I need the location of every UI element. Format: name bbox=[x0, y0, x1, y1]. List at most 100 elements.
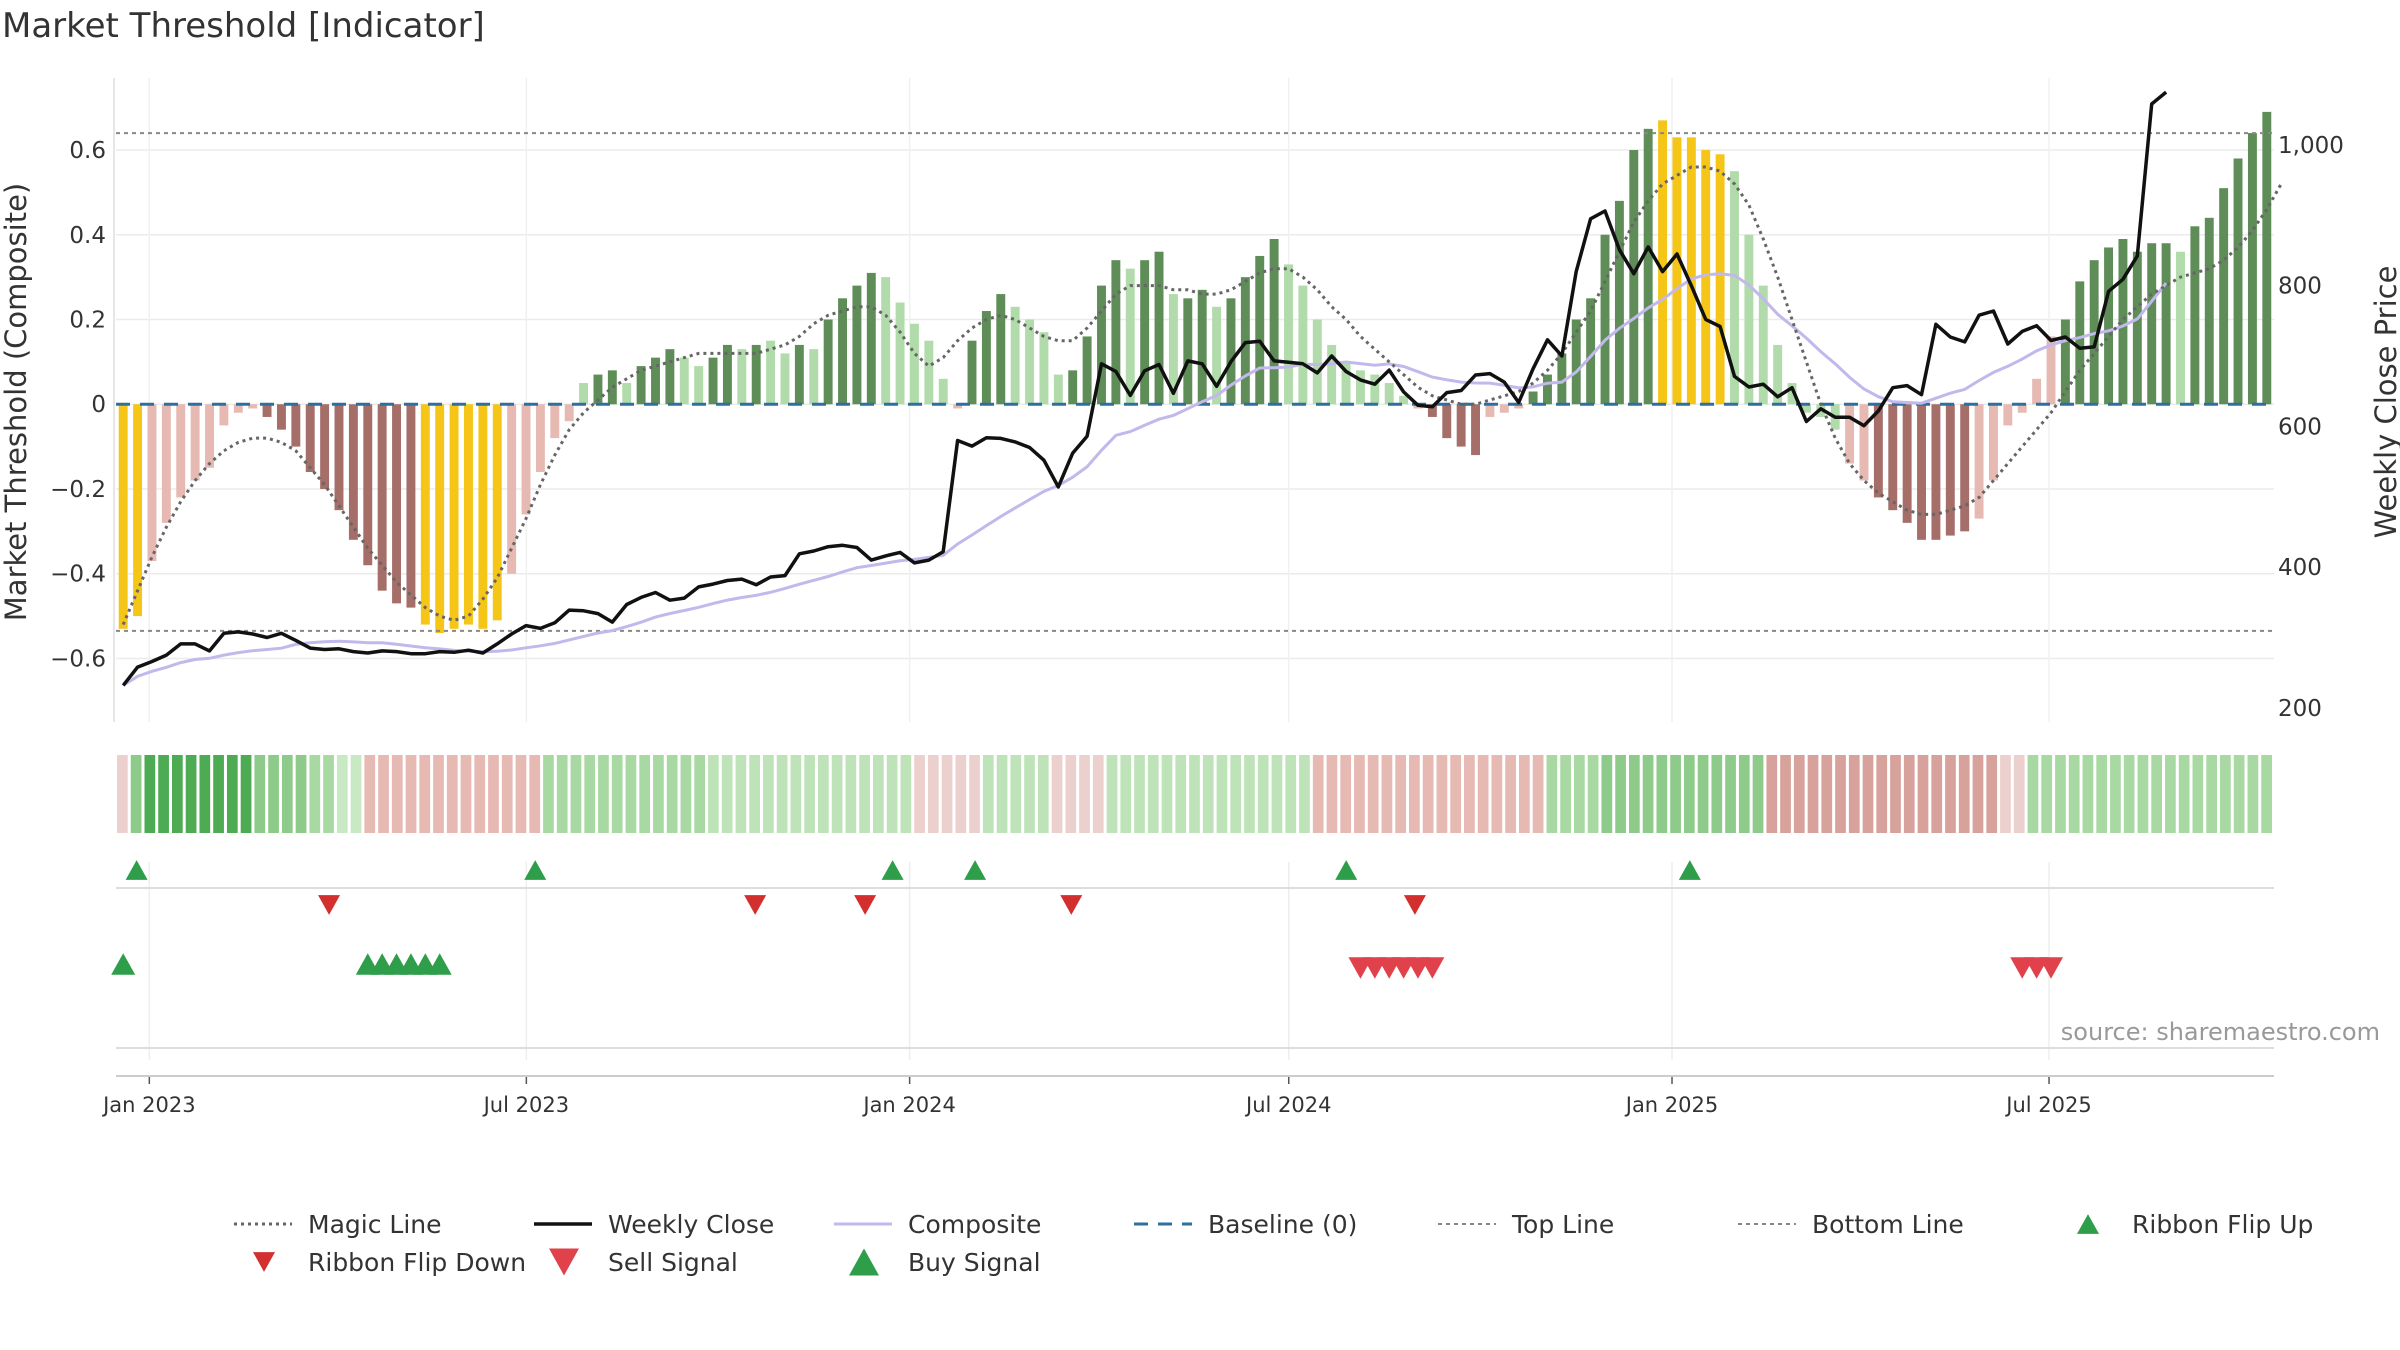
composite-bar bbox=[1111, 260, 1121, 405]
ribbon-cell bbox=[1244, 755, 1255, 833]
ribbon-cell bbox=[1587, 755, 1599, 833]
ribbon-cell bbox=[1230, 755, 1242, 833]
ribbon-cell bbox=[611, 755, 623, 833]
ribbon-cell bbox=[639, 755, 651, 833]
ribbon-flip-up-marker bbox=[1678, 860, 1701, 880]
ribbon-cell bbox=[158, 755, 169, 833]
composite-bar bbox=[564, 404, 574, 422]
ribbon-flip-down-marker bbox=[854, 895, 877, 915]
legend-label: Ribbon Flip Up bbox=[2132, 1210, 2313, 1239]
ribbon-cell bbox=[2137, 755, 2149, 833]
ribbon-cell bbox=[1615, 755, 1626, 833]
composite-bar bbox=[420, 404, 430, 625]
ribbon-cell bbox=[2247, 755, 2259, 833]
y2-tick-label: 400 bbox=[2278, 555, 2322, 581]
y-tick-label: 0.6 bbox=[69, 138, 106, 164]
ribbon-cell bbox=[680, 755, 692, 833]
composite-bar bbox=[118, 404, 128, 629]
composite-bar bbox=[910, 323, 919, 405]
ribbon-cell bbox=[295, 755, 307, 833]
ribbon-cell bbox=[666, 755, 678, 833]
legend-item-ribbon-flip-down: Ribbon Flip Down bbox=[253, 1248, 526, 1277]
ribbon-cell bbox=[1848, 755, 1860, 833]
composite-bar bbox=[1974, 404, 1984, 519]
composite-bar bbox=[248, 404, 258, 409]
y-tick-label: −0.4 bbox=[50, 562, 106, 588]
composite-bar bbox=[2104, 247, 2114, 405]
ribbon-cell bbox=[2178, 755, 2190, 833]
legend-label: Ribbon Flip Down bbox=[308, 1248, 526, 1277]
ribbon-cell bbox=[831, 755, 843, 833]
chart-title: Market Threshold [Indicator] bbox=[2, 6, 485, 46]
ribbon-cell bbox=[1092, 755, 1104, 833]
composite-bar bbox=[1931, 404, 1941, 540]
y-axis-label: Market Threshold (Composite) bbox=[0, 183, 33, 621]
composite-bar bbox=[2161, 243, 2171, 405]
ribbon-cell bbox=[598, 755, 609, 833]
ribbon-cell bbox=[1628, 755, 1640, 833]
ribbon-cell bbox=[460, 755, 472, 833]
buy-signal-marker bbox=[427, 953, 452, 975]
composite-bar bbox=[1327, 344, 1337, 405]
composite-bar bbox=[1686, 137, 1696, 405]
composite-bar bbox=[981, 311, 991, 405]
ribbon-cell bbox=[117, 755, 128, 833]
composite-bar bbox=[161, 404, 171, 523]
ribbon-cell bbox=[1890, 755, 1901, 833]
composite-bar bbox=[881, 277, 891, 405]
composite-bar bbox=[2003, 404, 2013, 426]
sell-signal-marker bbox=[2039, 957, 2064, 979]
composite-bar bbox=[348, 404, 358, 540]
composite-bar bbox=[1758, 285, 1768, 405]
ribbon-cell bbox=[1519, 755, 1530, 833]
composite-bar bbox=[665, 349, 675, 405]
composite-bar bbox=[938, 378, 948, 405]
y2-tick-label: 800 bbox=[2278, 274, 2322, 300]
y2-tick-label: 600 bbox=[2278, 414, 2322, 440]
legend-item-bottom-line: Bottom Line bbox=[1738, 1210, 1964, 1239]
composite-bar bbox=[1873, 404, 1883, 498]
composite-bar bbox=[2060, 319, 2070, 405]
legend-item-baseline-0: Baseline (0) bbox=[1134, 1210, 1357, 1239]
composite-bar bbox=[233, 404, 243, 413]
composite-bar bbox=[147, 404, 157, 561]
composite-bar bbox=[2262, 111, 2272, 405]
ribbon-flip-down-marker bbox=[318, 895, 341, 915]
ribbon-cell bbox=[1766, 755, 1778, 833]
composite-bar bbox=[377, 404, 387, 591]
ribbon-cell bbox=[721, 755, 733, 833]
ribbon-cell bbox=[790, 755, 802, 833]
composite-bar bbox=[1600, 234, 1610, 405]
ribbon-cell bbox=[1161, 755, 1173, 833]
ribbon-cell bbox=[1216, 755, 1228, 833]
legend-label: Weekly Close bbox=[608, 1210, 774, 1239]
composite-bar bbox=[579, 383, 589, 405]
ribbon-cell bbox=[735, 755, 747, 833]
composite-bar bbox=[607, 370, 617, 405]
ribbon-cell bbox=[1835, 755, 1846, 833]
composite-bar bbox=[1010, 306, 1020, 405]
ribbon-cell bbox=[1065, 755, 1077, 833]
composite-bar bbox=[1485, 404, 1495, 417]
ribbon-cell bbox=[1409, 755, 1420, 833]
composite-bar bbox=[1543, 374, 1552, 405]
ribbon-cell bbox=[1134, 755, 1145, 833]
ribbon-cell bbox=[2233, 755, 2245, 833]
legend-swatch bbox=[253, 1252, 275, 1272]
ribbon-cell bbox=[1780, 755, 1791, 833]
ribbon-cell bbox=[653, 755, 664, 833]
ribbon-cell bbox=[708, 755, 719, 833]
ribbon-cell bbox=[1821, 755, 1833, 833]
composite-bar bbox=[2204, 217, 2214, 405]
composite-bar bbox=[262, 404, 272, 417]
ribbon-cell bbox=[2068, 755, 2080, 833]
ribbon-cell bbox=[1807, 755, 1819, 833]
ribbon-cell bbox=[2082, 755, 2094, 833]
grid-layer bbox=[116, 78, 2274, 1060]
composite-bar bbox=[766, 340, 776, 405]
composite-bar bbox=[2132, 251, 2142, 405]
ribbon-cell bbox=[2110, 755, 2121, 833]
composite-bar bbox=[2176, 251, 2185, 405]
composite-bar bbox=[1025, 319, 1035, 405]
